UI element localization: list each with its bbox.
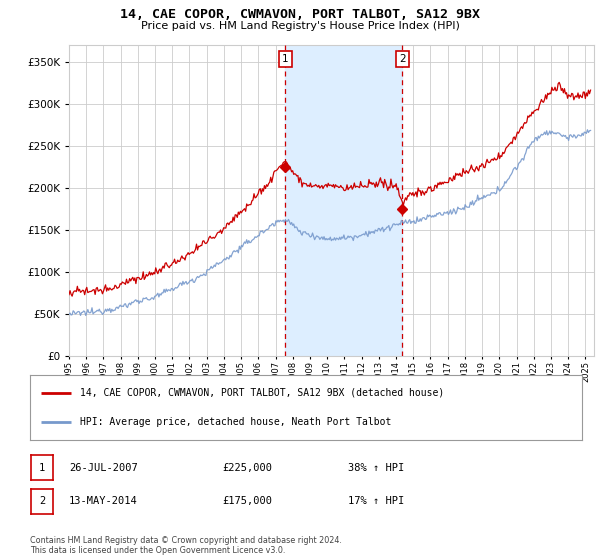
Text: 2: 2 <box>399 54 406 64</box>
Text: £225,000: £225,000 <box>222 463 272 473</box>
Text: 1: 1 <box>282 54 289 64</box>
Text: Contains HM Land Registry data © Crown copyright and database right 2024.
This d: Contains HM Land Registry data © Crown c… <box>30 536 342 556</box>
Text: 2: 2 <box>39 496 45 506</box>
Text: 1: 1 <box>39 463 45 473</box>
Text: 14, CAE COPOR, CWMAVON, PORT TALBOT, SA12 9BX (detached house): 14, CAE COPOR, CWMAVON, PORT TALBOT, SA1… <box>80 388 444 398</box>
Text: 14, CAE COPOR, CWMAVON, PORT TALBOT, SA12 9BX: 14, CAE COPOR, CWMAVON, PORT TALBOT, SA1… <box>120 8 480 21</box>
Text: 13-MAY-2014: 13-MAY-2014 <box>69 496 138 506</box>
Text: 17% ↑ HPI: 17% ↑ HPI <box>348 496 404 506</box>
Text: Price paid vs. HM Land Registry's House Price Index (HPI): Price paid vs. HM Land Registry's House … <box>140 21 460 31</box>
Text: £175,000: £175,000 <box>222 496 272 506</box>
Text: HPI: Average price, detached house, Neath Port Talbot: HPI: Average price, detached house, Neat… <box>80 417 391 427</box>
Bar <box>286 45 403 356</box>
Text: 26-JUL-2007: 26-JUL-2007 <box>69 463 138 473</box>
Text: 38% ↑ HPI: 38% ↑ HPI <box>348 463 404 473</box>
